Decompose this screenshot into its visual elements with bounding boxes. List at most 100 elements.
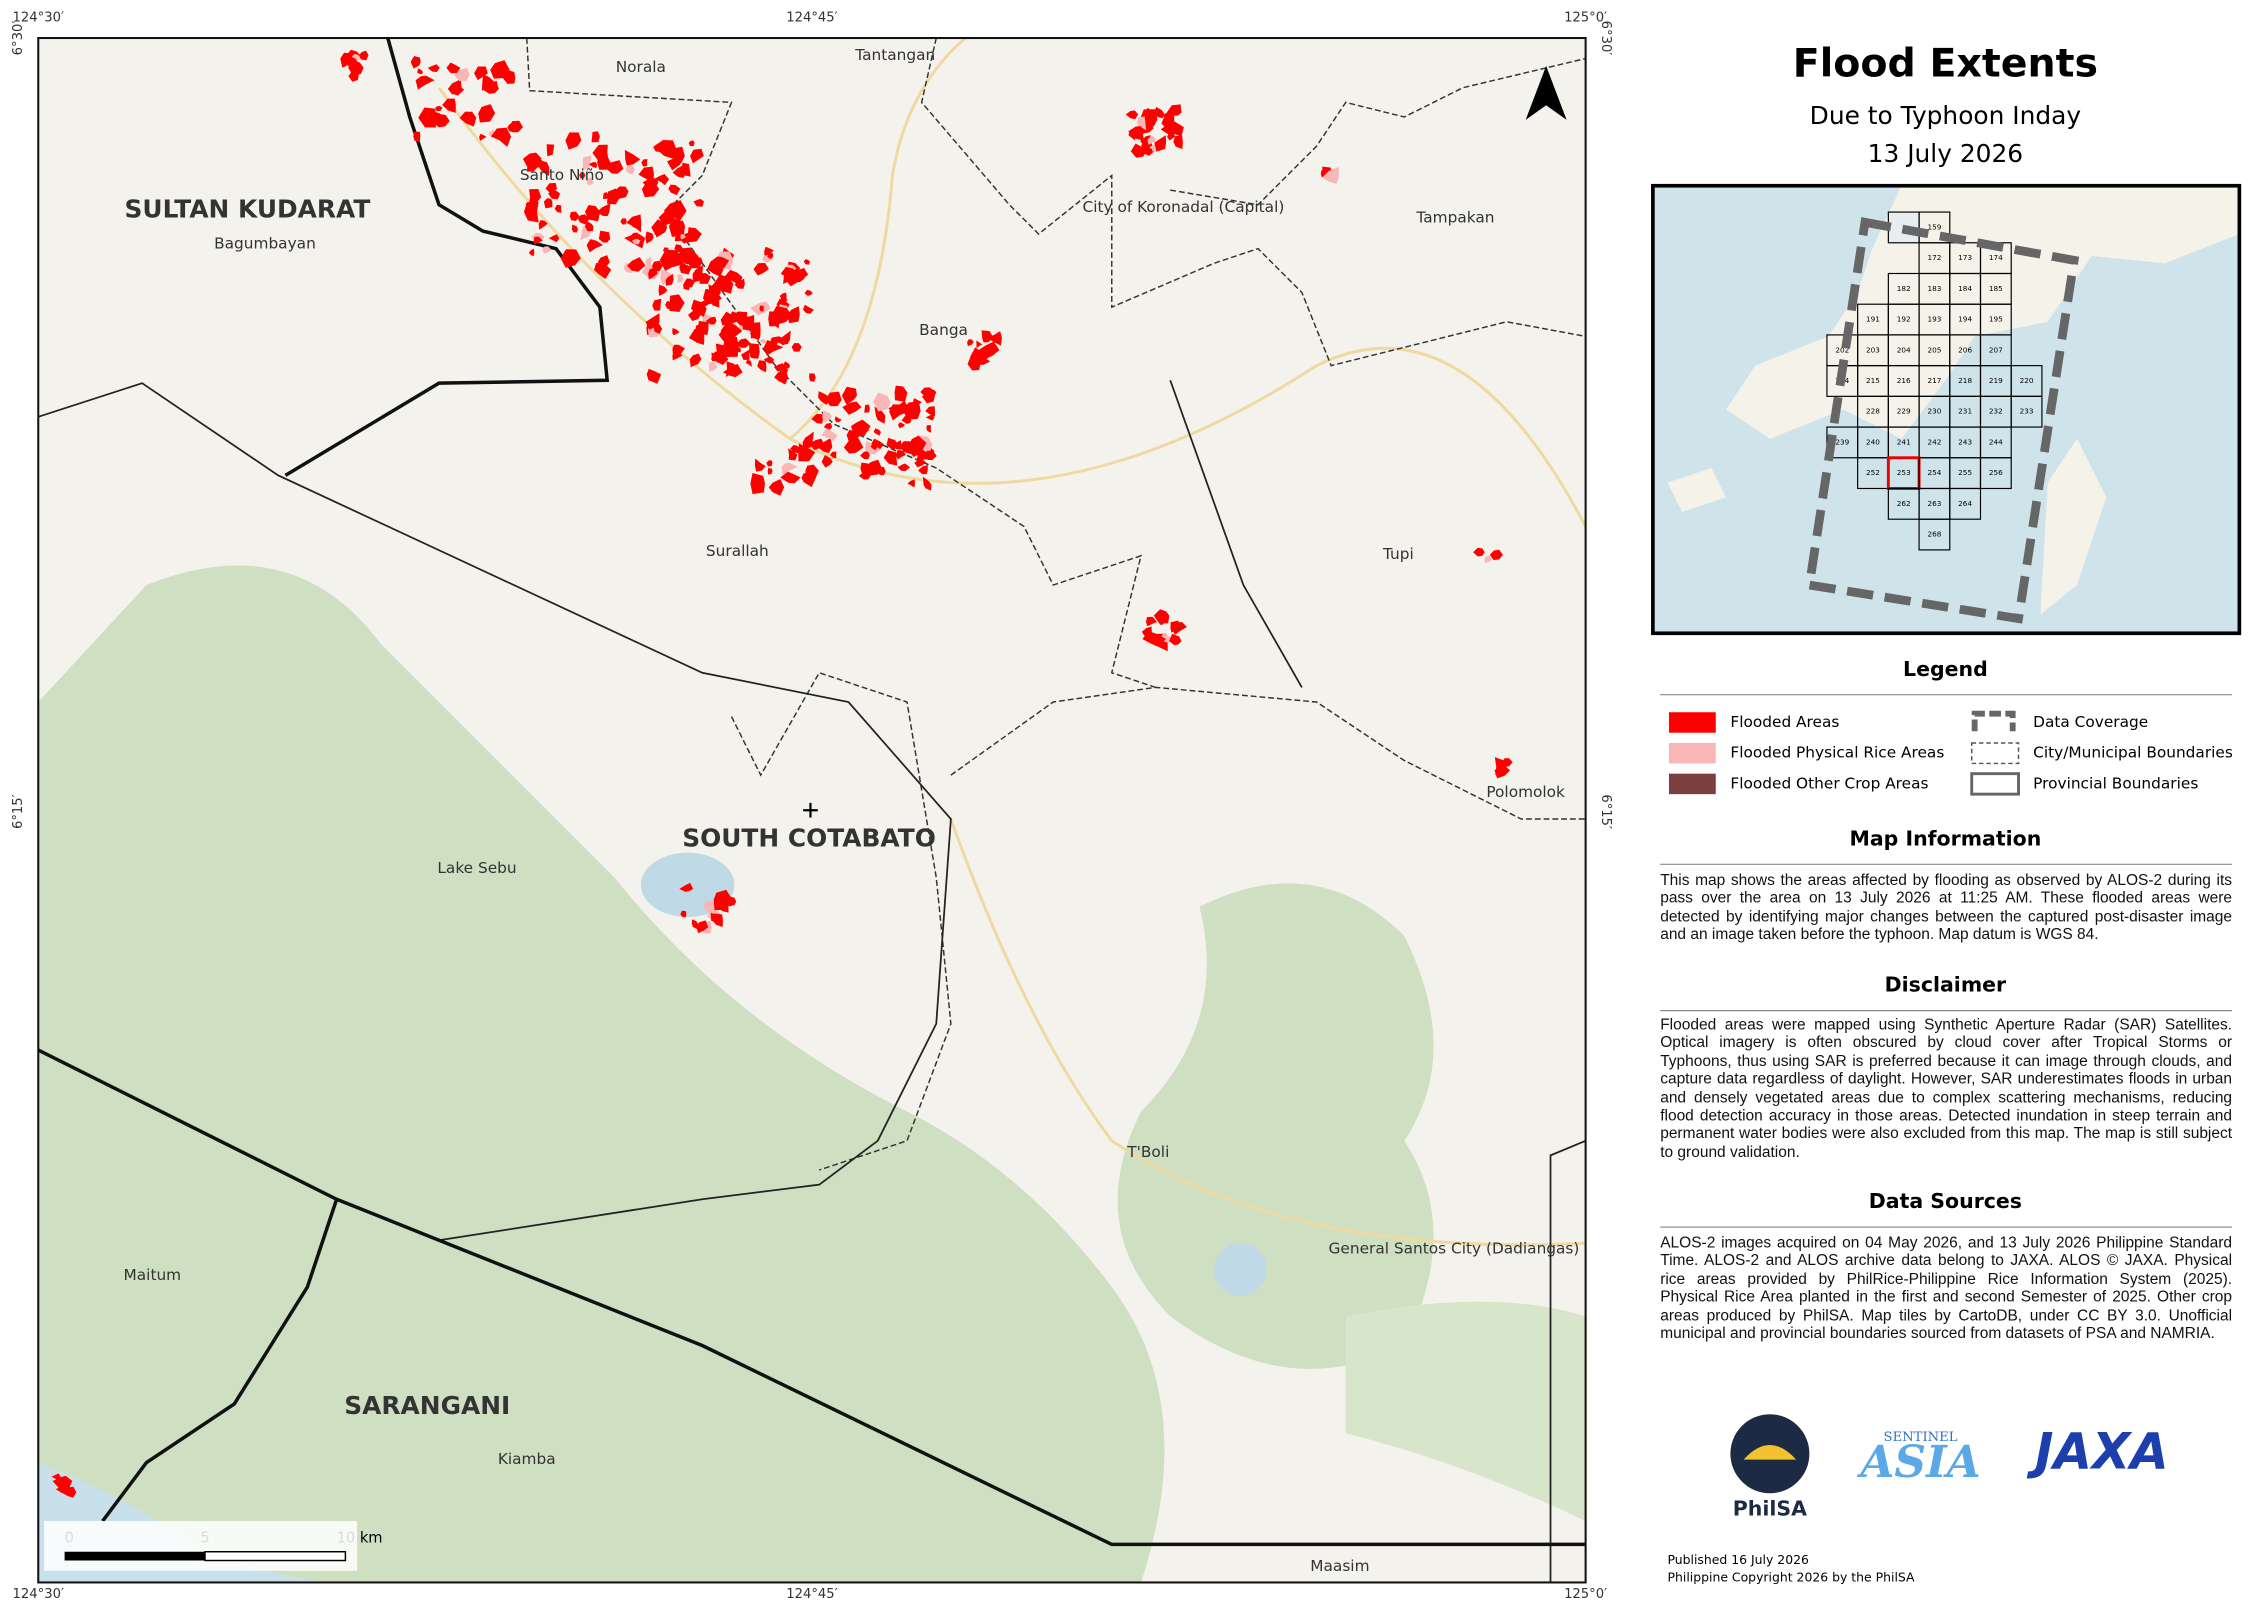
flood-patch [846,429,861,442]
flood-patch [764,246,774,257]
flood-patch [525,200,537,210]
sentinel-asia: ASIA [1856,1437,1980,1488]
tile-label: 207 [1989,345,2003,354]
flood-patch [531,155,543,168]
flood-patch [736,338,751,348]
flood-patch [435,105,443,112]
flood-patch [801,473,816,488]
flood-patch [602,192,609,200]
flood-patch [528,248,535,257]
flood-patch [690,299,707,317]
title: Flood Extents [1793,40,2098,86]
flood-patch [713,889,733,911]
flood-patch [858,471,871,480]
flood-patch [821,454,833,468]
tile-label: 192 [1897,315,1911,324]
tile-label: 220 [2020,376,2034,385]
flood-patch [584,221,594,232]
flood-patch [1130,143,1147,158]
place-label: Tampakan [1415,208,1494,226]
flood-patch [418,107,437,128]
flood-patch [745,359,752,367]
flood-patch [625,165,635,175]
lake [1214,1243,1267,1296]
scale-bar [204,1551,347,1562]
flood-patch [850,419,871,436]
longitude-label: 125°0′ [1564,11,1607,26]
flood-patch [769,336,778,349]
flood-patch [348,58,364,76]
flood-patch [653,323,663,335]
flood-patch [821,428,838,441]
longitude-label: 125°0′ [1564,1587,1607,1600]
flood-patch [791,343,802,352]
province-label: SOUTH COTABATO [682,823,936,852]
flood-patch [970,347,989,367]
longitude-label: 124°30′ [13,11,64,26]
place-label: Lake Sebu [437,859,516,877]
tile-label: 183 [1927,284,1941,293]
flood-patch [804,289,813,296]
legend-label: City/Municipal Boundaries [2033,744,2233,762]
flood-patch [904,438,919,454]
flood-patch [653,141,663,152]
flood-patch [1489,549,1503,560]
place-label: Tupi [1382,545,1414,563]
flood-patch [790,445,800,454]
flood-patch [713,274,734,294]
flood-patch [538,219,548,230]
flood-patch [811,414,824,424]
flood-patch [577,214,590,225]
flood-patch [923,450,937,460]
legend-label: Flooded Other Crop Areas [1730,774,1928,792]
north-arrow [1525,65,1567,120]
longitude-label: 124°30′ [13,1587,64,1600]
terrain [1345,1301,1586,1522]
latitude-label: 6°30′ [11,21,26,56]
flood-patch [767,253,774,259]
inset-map: 159 172 173 174 182 183 184 185 191 192 193 194 195 2… [1651,183,2242,636]
flood-patch [802,431,814,450]
flood-patch [490,60,510,79]
flood-patch [695,325,703,333]
legend-swatch [1668,773,1716,795]
sentinel-name: SENTINEL [1884,1430,1958,1445]
flood-patch [767,468,773,475]
tile [1918,518,1951,551]
flood-patch [340,52,354,68]
tile-label: 191 [1866,315,1880,324]
flood-patch [922,389,935,404]
flood-patch [729,311,738,322]
flood-patch [588,162,598,169]
flood-patch [741,349,750,360]
latitude-label: 6°15′ [1598,794,1613,829]
section-body: Flooded areas were mapped using Syntheti… [1660,1016,2232,1161]
provincial-boundaries [38,379,1586,1583]
section-text: This map shows the areas affected by flo… [1660,871,2233,944]
flood-patch [798,443,816,462]
section-title: Map Information [1849,826,2041,850]
flood-patch [454,67,470,82]
flood-patch [907,479,916,488]
date: 13 July 2026 [1868,139,2023,168]
tile-label: 264 [1958,499,1972,508]
flood-patch [478,104,496,123]
flood-patch [829,451,837,459]
legend: Flooded Areas Flooded Physical Rice Areas… [1668,710,2233,796]
flood-patch [712,256,730,269]
flood-patch [597,255,610,268]
flood-patch [1502,758,1513,767]
latitude-label: 6°15′ [11,794,26,829]
legend-swatch [1668,742,1716,764]
tile-label: 263 [1927,499,1941,508]
legend-swatch [1971,710,2016,732]
tile-label: 216 [1897,376,1911,385]
tile-label: 262 [1897,499,1911,508]
info-sections: Map Information This map shows the areas … [1660,826,2233,1343]
section-title: Data Sources [1869,1189,2022,1213]
flood-patch [579,172,586,179]
tile-label: 173 [1958,253,1972,262]
footer: Philippine Copyright 2026 by the PhilSA [1668,1570,1916,1585]
flood-patch [677,273,684,283]
